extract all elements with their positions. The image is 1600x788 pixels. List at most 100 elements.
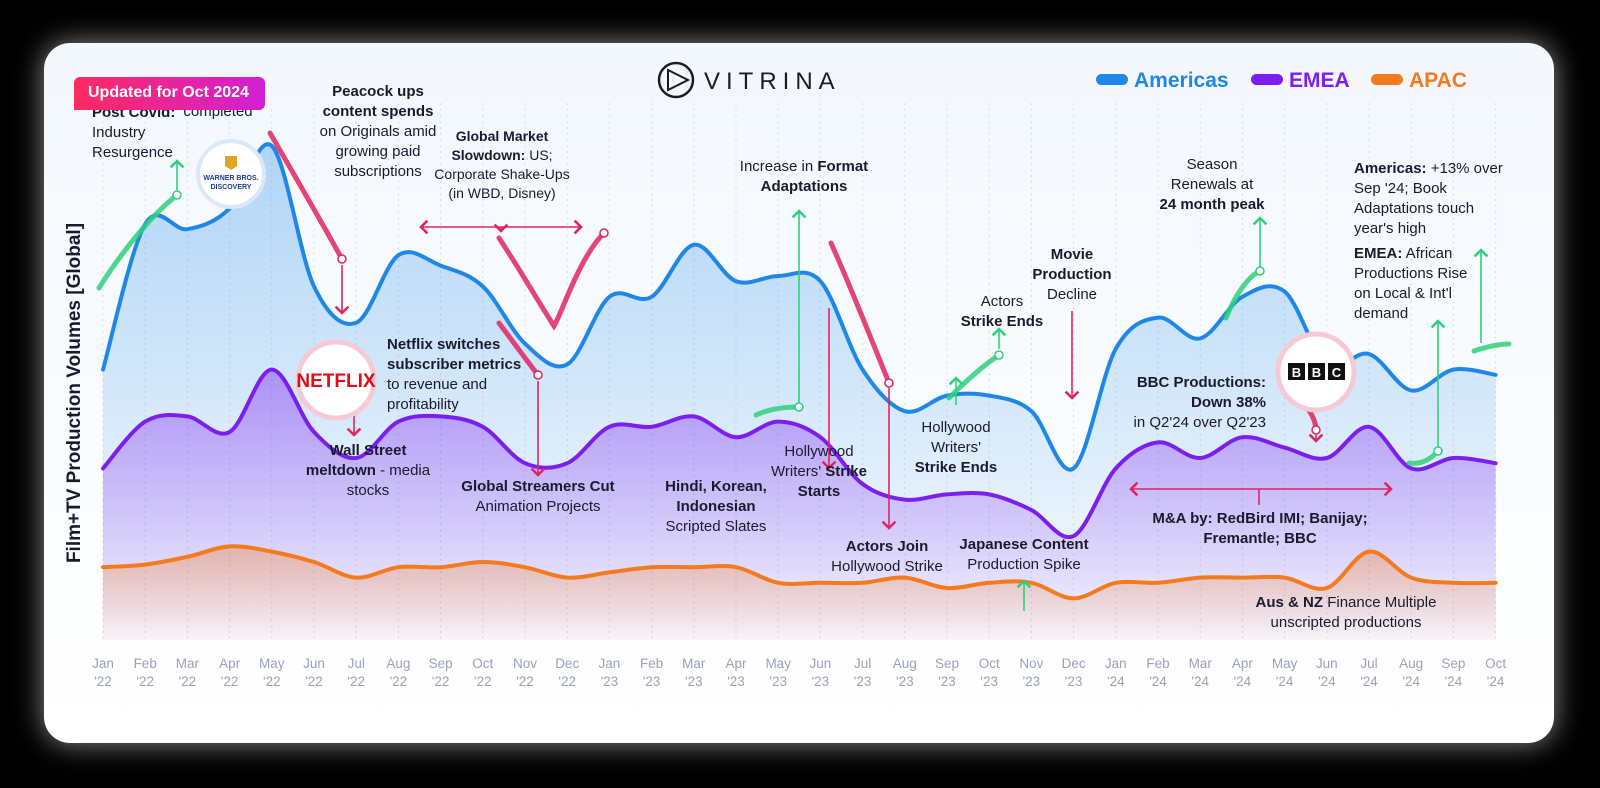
x-tick-month: Feb [1146,656,1169,671]
wbd-logo-text: DISCOVERY [211,184,252,191]
annotation-text: Wall Street meltdown - media stocks [306,442,431,499]
annotation-span: in Q2'24 over Q2'23 [1134,414,1266,431]
annotation-span: Adaptations touch [1354,200,1474,217]
annotation-line: to revenue and [387,376,487,393]
annotation-span: Writers' [931,439,981,456]
x-tick-year: '23 [854,674,872,689]
x-tick-month: Nov [513,656,537,671]
annotation-text: BBC Productions: Down 38% in Q2'24 over Q2… [1134,374,1266,431]
annotation-line: demand [1354,305,1408,322]
annotation-span: Wall Street [330,442,407,459]
annotation-line: Adaptations [761,178,848,195]
netflix-logo-text: NETFLIX [296,371,375,392]
annotation-line: Slowdown: US; [451,147,552,163]
x-tick-month: Jul [348,656,365,671]
annotation-span: Peacock ups [332,83,424,100]
annotation-span: content spends [323,103,434,120]
annotation-line: Writers' [931,439,981,456]
x-tick-month: Jan [599,656,621,671]
annotation-line: Sep '24; Book [1354,180,1447,197]
annotation-line: Peacock ups [332,83,424,100]
annotation-span: year's high [1354,220,1426,237]
annotation-line: meltdown - media [306,462,431,479]
annotation-line: subscriber metrics [387,356,521,373]
annotation-span: unscripted productions [1271,614,1422,631]
annotation-line: Global Market [456,128,549,144]
annotation-line: Production Spike [967,556,1080,573]
annotation-dot [1255,266,1265,276]
bbc-logo-letter: B [1292,365,1301,380]
annotation-line: unscripted productions [1271,614,1422,631]
x-tick-month: Jul [854,656,871,671]
annotation-line: Actors [981,293,1024,310]
x-tick-month: Aug [1399,656,1423,671]
x-tick-year: '22 [390,674,408,689]
annotation-span: BBC Productions: [1137,374,1266,391]
x-tick-month: Oct [1485,656,1506,671]
x-tick-year: '23 [896,674,914,689]
annotation-span: Sep '24; Book [1354,180,1447,197]
x-tick-month: Apr [1232,656,1254,671]
y-axis-label: Film+TV Production Volumes [Global] [64,223,85,563]
annotation-span: Indonesian [676,498,755,515]
annotation-span: Format [817,158,868,175]
x-tick-year: '23 [980,674,998,689]
annotation-line: Indonesian [676,498,755,515]
annotation-span: Season [1187,156,1238,173]
x-tick-year: '22 [179,674,197,689]
x-tick-year: '24 [1107,674,1125,689]
x-tick-year: '22 [474,674,492,689]
x-tick-year: '22 [94,674,112,689]
annotation-span: subscriptions [334,163,422,180]
annotation-span: - media [376,462,431,479]
annotation-line: Productions Rise [1354,265,1467,282]
annotation-text: Japanese Content Production Spike [959,536,1088,573]
annotation-line: Aus & NZ Finance Multiple [1256,594,1437,611]
annotation-line: year's high [1354,220,1426,237]
annotation-span: 24 month peak [1159,196,1265,213]
annotation-span: Global Market [456,128,549,144]
annotation-span: Americas: [1354,160,1427,177]
highlight-americas [1471,341,1512,354]
series-line-apac [101,544,1498,601]
annotation-line: Hollywood [784,443,853,460]
annotation-span: Strike [825,463,867,480]
annotation-span: Global Streamers Cut [461,478,614,495]
wbd-logo-text: WARNER BROS. [203,175,258,182]
annotation-span: EMEA: [1354,245,1402,262]
annotation-line: Down 38% [1191,394,1266,411]
x-tick-month: May [1272,656,1298,671]
x-tick-year: '22 [305,674,323,689]
annotation-text: M&A by: RedBird IMI; Banijay; Fremantle; … [1152,510,1367,547]
annotation-dot [337,254,347,264]
x-tick-month: Mar [682,656,706,671]
annotation-line: Strike Ends [961,313,1044,330]
annotation-span: Finance Multiple [1323,594,1436,611]
chart-card: Updated for Oct 2024 WARNER BROS. DISCOVE… [44,43,1554,743]
annotation-span: Hindi, Korean, [665,478,767,495]
x-tick-year: '24 [1402,674,1420,689]
annotation-span: Starts [798,483,841,500]
annotation-span: Renewals at [1171,176,1254,193]
annotation-line: Starts [798,483,841,500]
annotation-span: Japanese Content [959,536,1088,553]
legend-swatch-americas [1096,74,1128,85]
x-tick-year: '24 [1276,674,1294,689]
annotation-text: Americas: +13% over Sep '24; Book Adaptati… [1354,160,1503,237]
x-tick-month: Oct [979,656,1000,671]
x-tick-month: Mar [1189,656,1213,671]
annotation-text: Increase in Format Adaptations [740,158,868,195]
annotation-span: stocks [347,482,390,499]
annotation-line: M&A by: RedBird IMI; Banijay; [1152,510,1367,527]
annotation-line: in Q2'24 over Q2'23 [1134,414,1266,431]
annotation-text: Movie Production Decline [1032,246,1111,303]
annotation-span: Actors [981,293,1024,310]
annotation-line: Americas: +13% over [1354,160,1503,177]
wbd-logo: WARNER BROS. DISCOVERY [196,139,266,209]
annotation-line: Hindi, Korean, [665,478,767,495]
series-line-americas [101,142,1498,472]
annotation-line: subscriptions [334,163,422,180]
annotation-line: Wall Street [330,442,407,459]
annotation-span: Animation Projects [475,498,600,515]
legend-swatch-emea [1251,74,1283,85]
